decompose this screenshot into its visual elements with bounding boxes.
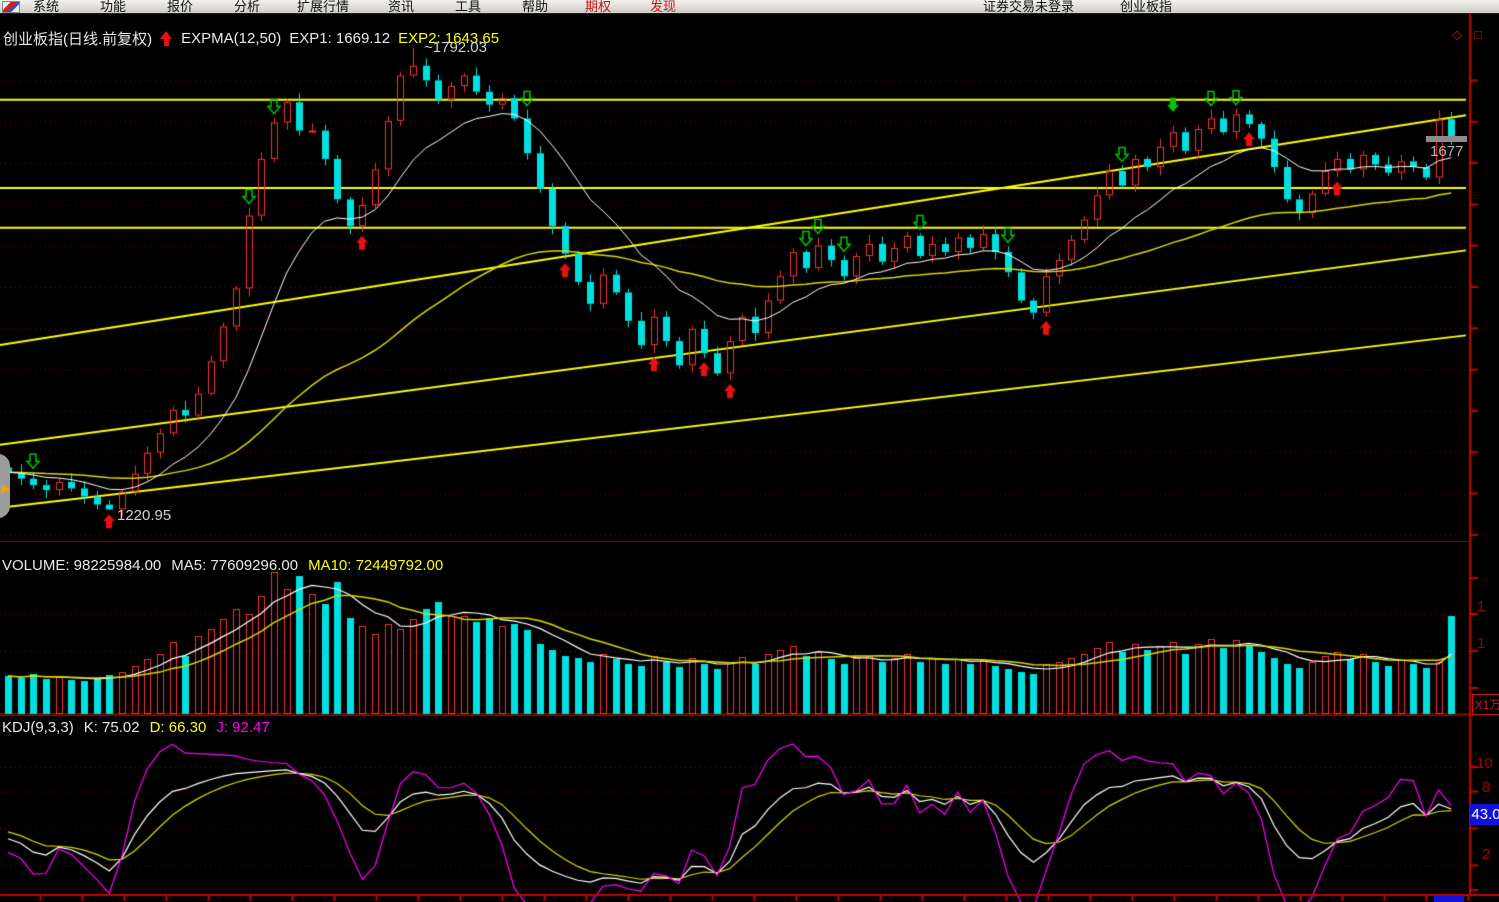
current-instrument: 创业板指 bbox=[1120, 0, 1173, 14]
kdj-header: KDJ(9,3,3) K: 75.02 D: 66.30 J: 92.47 bbox=[2, 719, 270, 736]
drawing-tool-diamond-icon[interactable]: ◇ bbox=[1452, 27, 1462, 42]
trade-login-status[interactable]: 证券交易未登录 bbox=[983, 0, 1075, 14]
peak-price-annotation: ~1792.03 bbox=[424, 39, 487, 56]
timeline-scrollbar-thumb[interactable] bbox=[1434, 896, 1464, 902]
menu-analysis[interactable]: 分析 bbox=[234, 0, 261, 14]
kdj-value-badge: 43.0 bbox=[1470, 804, 1499, 825]
main-chart-canvas[interactable] bbox=[0, 13, 1499, 541]
exp1-readout: EXP1: 1669.12 bbox=[289, 30, 391, 47]
kdj-axis-80: 8 bbox=[1482, 779, 1491, 796]
menu-quote[interactable]: 报价 bbox=[167, 0, 194, 14]
kdj-j-readout: J: 92.47 bbox=[216, 719, 270, 736]
last-price-label: 1677 bbox=[1430, 143, 1464, 160]
left-scroll-arrow-icon[interactable] bbox=[1, 484, 10, 494]
indicator-name: EXPMA(12,50) bbox=[181, 30, 282, 47]
instrument-title: 创业板指(日线.前复权) bbox=[3, 31, 153, 48]
kdj-axis-20: 2 bbox=[1482, 846, 1491, 863]
kdj-k-readout: K: 75.02 bbox=[83, 719, 140, 736]
menu-options[interactable]: 期权 bbox=[585, 0, 612, 14]
menu-bar: 系统 功能 报价 分析 扩展行情 资讯 工具 帮助 期权 发现 证券交易未登录 … bbox=[0, 0, 1499, 14]
menu-tools[interactable]: 工具 bbox=[455, 0, 482, 14]
last-price-marker bbox=[1426, 136, 1467, 142]
volume-ma10-readout: MA10: 72449792.00 bbox=[308, 557, 444, 574]
buy-signal-icon bbox=[160, 31, 173, 46]
volume-scale-unit: X1万 bbox=[1472, 694, 1499, 715]
volume-ma5-readout: MA5: 77609296.00 bbox=[171, 557, 299, 574]
volume-axis-label-lower: 1 bbox=[1477, 635, 1486, 652]
menu-help[interactable]: 帮助 bbox=[522, 0, 549, 14]
main-chart-header: 创业板指(日线.前复权) EXPMA(12,50) EXP1: 1669.12 … bbox=[3, 28, 499, 49]
pane-maximize-icon[interactable]: □ bbox=[1474, 27, 1482, 42]
kdj-name: KDJ(9,3,3) bbox=[2, 719, 74, 736]
exp2-readout: EXP2: 1643.65 bbox=[398, 30, 500, 47]
volume-header: VOLUME: 98225984.00 MA5: 77609296.00 MA1… bbox=[2, 557, 443, 574]
kdj-axis-100: 10 bbox=[1476, 755, 1493, 772]
volume-axis-label-upper: 1 bbox=[1477, 598, 1486, 615]
kdj-d-readout: D: 66.30 bbox=[149, 719, 207, 736]
menu-function[interactable]: 功能 bbox=[100, 0, 127, 14]
trough-price-annotation: 1220.95 bbox=[117, 507, 172, 524]
kdj-chart-canvas[interactable] bbox=[0, 716, 1499, 902]
volume-chart-canvas[interactable] bbox=[0, 541, 1499, 716]
menu-extended-quote[interactable]: 扩展行情 bbox=[297, 0, 350, 14]
volume-readout: VOLUME: 98225984.00 bbox=[2, 557, 162, 574]
menu-discover[interactable]: 发现 bbox=[650, 0, 677, 14]
app-logo-icon bbox=[2, 1, 20, 13]
menu-news[interactable]: 资讯 bbox=[388, 0, 415, 14]
menu-system[interactable]: 系统 bbox=[33, 0, 60, 14]
